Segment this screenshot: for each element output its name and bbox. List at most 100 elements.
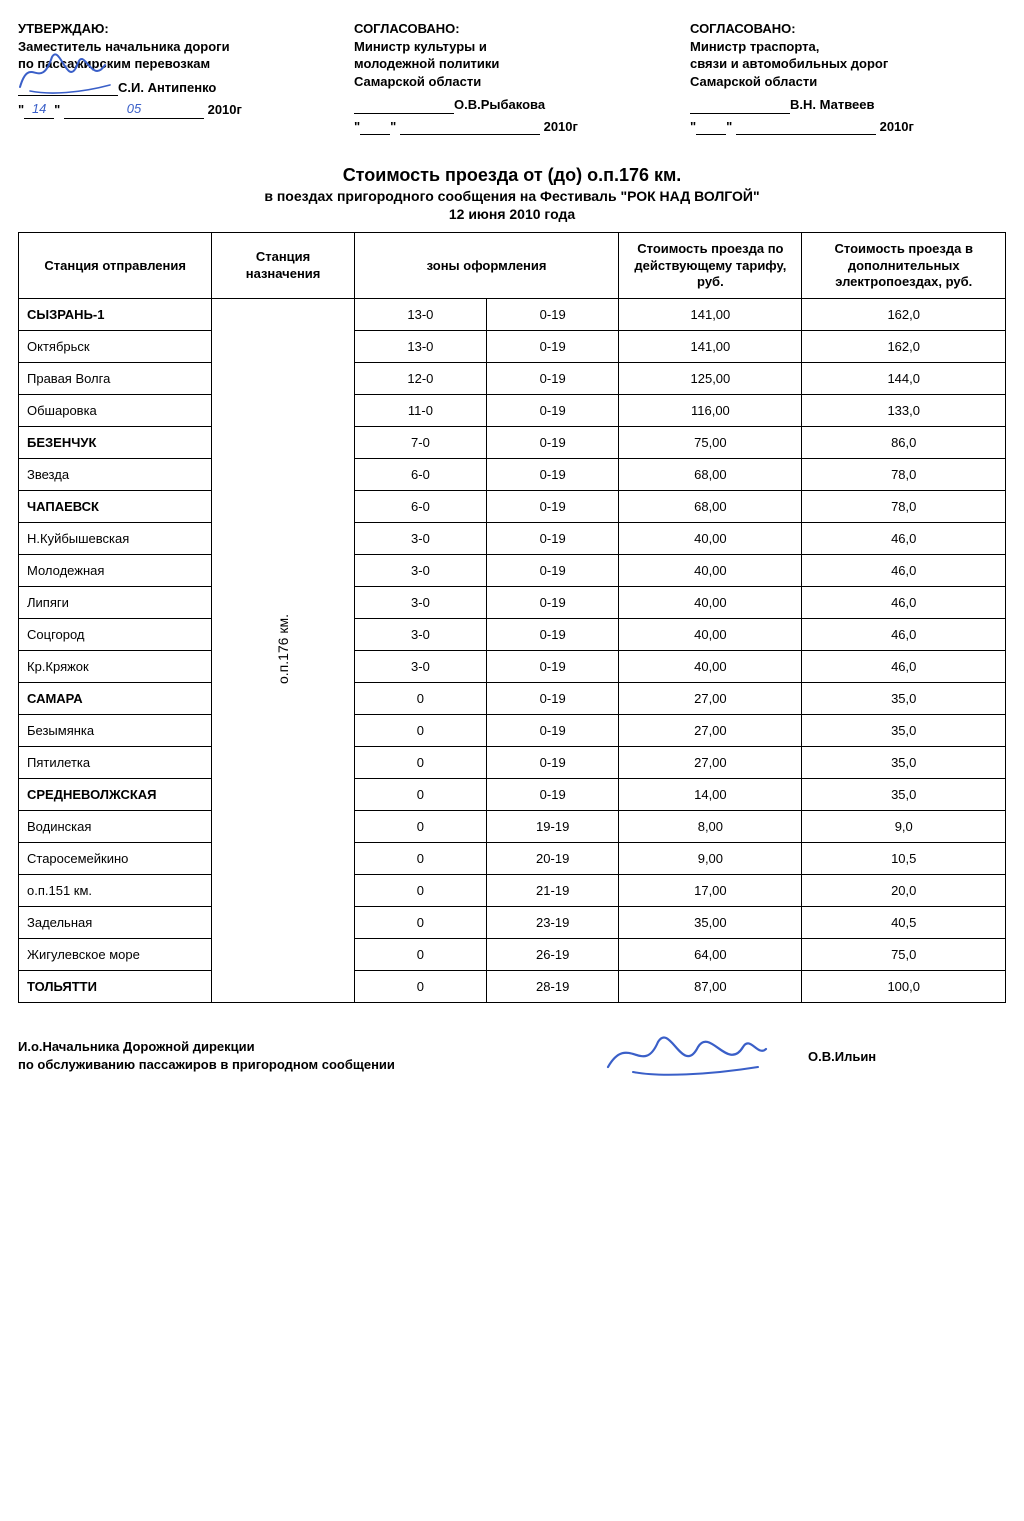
th-departure: Станция отправления	[19, 233, 212, 299]
cell-extra: 46,0	[802, 555, 1006, 587]
cell-tariff: 40,00	[619, 555, 802, 587]
cell-zone2: 20-19	[487, 843, 619, 875]
table-row: Звезда6-00-1968,0078,0	[19, 459, 1006, 491]
cell-tariff: 9,00	[619, 843, 802, 875]
cell-tariff: 141,00	[619, 299, 802, 331]
cell-extra: 9,0	[802, 811, 1006, 843]
approval-position: Министр траспорта,связи и автомобильных …	[690, 38, 1006, 91]
footer-position: И.о.Начальника Дорожной дирекциипо обслу…	[18, 1038, 558, 1073]
cell-tariff: 40,00	[619, 619, 802, 651]
cell-station: Старосемейкино	[19, 843, 212, 875]
cell-tariff: 141,00	[619, 331, 802, 363]
cell-station: Жигулевское море	[19, 939, 212, 971]
approval-heading: УТВЕРЖДАЮ:	[18, 20, 334, 38]
cell-extra: 46,0	[802, 619, 1006, 651]
title-date: 12 июня 2010 года	[18, 206, 1006, 222]
cell-zone2: 21-19	[487, 875, 619, 907]
cell-extra: 78,0	[802, 459, 1006, 491]
table-row: Безымянка00-1927,0035,0	[19, 715, 1006, 747]
cell-tariff: 64,00	[619, 939, 802, 971]
cell-zone1: 0	[354, 939, 486, 971]
approval-heading: СОГЛАСОВАНО:	[354, 20, 670, 38]
cell-zone1: 12-0	[354, 363, 486, 395]
table-row: Правая Волга12-00-19125,00144,0	[19, 363, 1006, 395]
destination-label: о.п.176 км.	[275, 614, 291, 684]
approval-sig-line: О.В.Рыбакова	[354, 96, 670, 114]
th-zones: зоны оформления	[354, 233, 619, 299]
cell-station: Н.Куйбышевская	[19, 523, 212, 555]
cell-zone2: 0-19	[487, 523, 619, 555]
table-row: Соцгород3-00-1940,0046,0	[19, 619, 1006, 651]
approval-position: Министр культуры имолодежной политикиСам…	[354, 38, 670, 91]
cell-station: БЕЗЕНЧУК	[19, 427, 212, 459]
cell-zone2: 0-19	[487, 299, 619, 331]
cell-extra: 133,0	[802, 395, 1006, 427]
cell-extra: 86,0	[802, 427, 1006, 459]
table-row: Н.Куйбышевская3-00-1940,0046,0	[19, 523, 1006, 555]
table-row: Липяги3-00-1940,0046,0	[19, 587, 1006, 619]
footer-name: О.В.Ильин	[808, 1049, 1006, 1064]
cell-destination: о.п.176 км.	[212, 299, 354, 1003]
cell-extra: 75,0	[802, 939, 1006, 971]
cell-zone1: 0	[354, 971, 486, 1003]
cell-zone2: 0-19	[487, 651, 619, 683]
table-row: Старосемейкино020-199,0010,5	[19, 843, 1006, 875]
cell-zone1: 0	[354, 811, 486, 843]
cell-tariff: 40,00	[619, 651, 802, 683]
cell-extra: 35,0	[802, 683, 1006, 715]
th-tariff: Стоимость проезда по действующему тарифу…	[619, 233, 802, 299]
approval-sig-line: В.Н. Матвеев	[690, 96, 1006, 114]
cell-zone1: 7-0	[354, 427, 486, 459]
cell-zone2: 0-19	[487, 715, 619, 747]
cell-extra: 162,0	[802, 299, 1006, 331]
table-row: ЧАПАЕВСК6-00-1968,0078,0	[19, 491, 1006, 523]
cell-station: Липяги	[19, 587, 212, 619]
cell-tariff: 40,00	[619, 523, 802, 555]
cell-zone1: 0	[354, 683, 486, 715]
cell-zone2: 26-19	[487, 939, 619, 971]
fare-tbody: СЫЗРАНЬ-1о.п.176 км.13-00-19141,00162,0О…	[19, 299, 1006, 1003]
table-row: Обшаровка11-00-19116,00133,0	[19, 395, 1006, 427]
cell-zone1: 0	[354, 843, 486, 875]
approval-block-2: СОГЛАСОВАНО:Министр траспорта,связи и ав…	[690, 20, 1006, 135]
cell-zone1: 13-0	[354, 331, 486, 363]
table-row: СЫЗРАНЬ-1о.п.176 км.13-00-19141,00162,0	[19, 299, 1006, 331]
cell-tariff: 75,00	[619, 427, 802, 459]
table-row: Пятилетка00-1927,0035,0	[19, 747, 1006, 779]
signature-icon	[598, 1027, 768, 1082]
cell-zone1: 3-0	[354, 555, 486, 587]
cell-zone1: 0	[354, 715, 486, 747]
cell-station: ЧАПАЕВСК	[19, 491, 212, 523]
cell-zone1: 3-0	[354, 587, 486, 619]
cell-zone1: 3-0	[354, 619, 486, 651]
approval-date-line: "14" 05 2010г	[18, 100, 334, 119]
title-main: Стоимость проезда от (до) о.п.176 км.	[18, 165, 1006, 186]
cell-tariff: 27,00	[619, 683, 802, 715]
cell-extra: 162,0	[802, 331, 1006, 363]
cell-station: Звезда	[19, 459, 212, 491]
cell-zone2: 28-19	[487, 971, 619, 1003]
cell-tariff: 27,00	[619, 715, 802, 747]
cell-zone2: 0-19	[487, 619, 619, 651]
cell-zone2: 0-19	[487, 427, 619, 459]
fare-thead: Станция отправления Станция назначения з…	[19, 233, 1006, 299]
cell-extra: 100,0	[802, 971, 1006, 1003]
title-sub: в поездах пригородного сообщения на Фест…	[18, 188, 1006, 204]
cell-zone1: 6-0	[354, 491, 486, 523]
cell-zone1: 6-0	[354, 459, 486, 491]
cell-zone2: 0-19	[487, 331, 619, 363]
cell-zone2: 0-19	[487, 747, 619, 779]
cell-zone2: 0-19	[487, 459, 619, 491]
cell-zone2: 23-19	[487, 907, 619, 939]
cell-tariff: 8,00	[619, 811, 802, 843]
cell-zone1: 0	[354, 875, 486, 907]
cell-zone2: 0-19	[487, 587, 619, 619]
cell-tariff: 14,00	[619, 779, 802, 811]
cell-tariff: 87,00	[619, 971, 802, 1003]
cell-station: Пятилетка	[19, 747, 212, 779]
cell-extra: 35,0	[802, 715, 1006, 747]
cell-extra: 46,0	[802, 587, 1006, 619]
th-extra: Стоимость проезда в дополнительных элект…	[802, 233, 1006, 299]
table-row: Октябрьск13-00-19141,00162,0	[19, 331, 1006, 363]
cell-station: Обшаровка	[19, 395, 212, 427]
